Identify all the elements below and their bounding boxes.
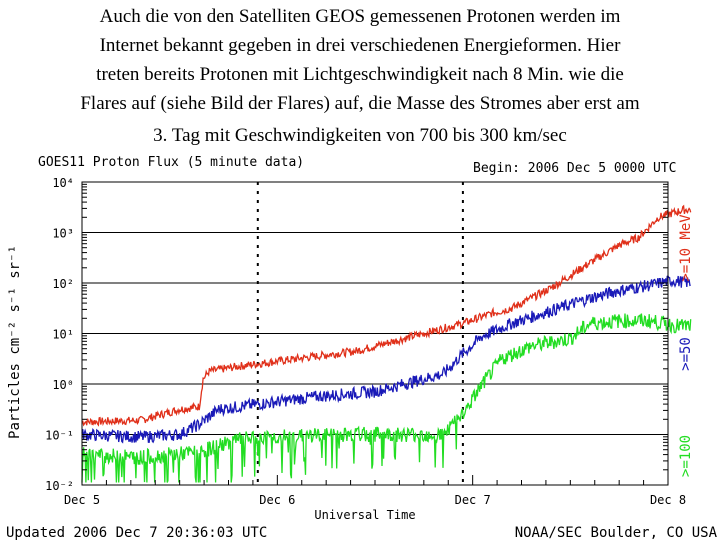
- caption-line-5: 3. Tag mit Geschwindigkeiten von 700 bis…: [153, 125, 567, 146]
- y-tick-label: 10⁻¹: [45, 429, 74, 443]
- day-markers: [256, 182, 464, 485]
- y-tick-label: 10⁻²: [45, 479, 74, 493]
- x-tick-label: Dec 7: [455, 493, 491, 507]
- caption-line-2: Internet bekannt gegeben in drei verschi…: [99, 35, 621, 56]
- series-line-1: [81, 275, 691, 444]
- x-tick-label: Dec 8: [650, 493, 686, 507]
- series-line-0: [81, 204, 692, 427]
- right-label-1: >=50: [678, 337, 694, 371]
- y-tick-label: 10⁰: [52, 378, 74, 392]
- x-ticks: Dec 5 Dec 6 Dec 7 Dec 8: [64, 475, 686, 507]
- right-label-0: >=10 MeV: [678, 214, 694, 282]
- caption-line-3: treten bereits Protonen mit Lichtgeschwi…: [96, 64, 624, 85]
- begin-label: Begin: 2006 Dec 5 0000 UTC: [473, 161, 677, 176]
- caption: Auch die von den Satelliten GEOS gemesse…: [0, 2, 720, 150]
- series-line-2: [81, 313, 692, 483]
- y-axis-label: Particles cm⁻² s⁻¹ sr⁻¹: [7, 245, 23, 439]
- right-label-2: >=100: [678, 435, 694, 477]
- y-tick-label: 10¹: [52, 328, 74, 342]
- y-tick-label: 10³: [52, 227, 74, 241]
- x-tick-label: Dec 6: [259, 493, 295, 507]
- x-axis-label: Universal Time: [314, 508, 415, 522]
- proton-flux-chart: GOES11 Proton Flux (5 minute data) Begin…: [6, 155, 718, 540]
- chart-title: GOES11 Proton Flux (5 minute data): [38, 155, 304, 170]
- caption-line-4: Flares auf (siehe Bild der Flares) auf, …: [80, 93, 640, 114]
- caption-line-1: Auch die von den Satelliten GEOS gemesse…: [99, 6, 621, 27]
- footer-source: NOAA/SEC Boulder, CO USA: [515, 525, 718, 540]
- x-tick-label: Dec 5: [64, 493, 100, 507]
- y-tick-label: 10²: [52, 277, 74, 291]
- footer-updated: Updated 2006 Dec 7 20:36:03 UTC: [6, 525, 267, 540]
- y-tick-label: 10⁴: [52, 176, 74, 190]
- right-labels: >=10 MeV >=50 >=100: [678, 214, 694, 477]
- y-ticks: 10⁴ 10³ 10² 10¹ 10⁰ 10⁻¹ 10⁻²: [45, 176, 668, 493]
- series-group: [81, 204, 692, 483]
